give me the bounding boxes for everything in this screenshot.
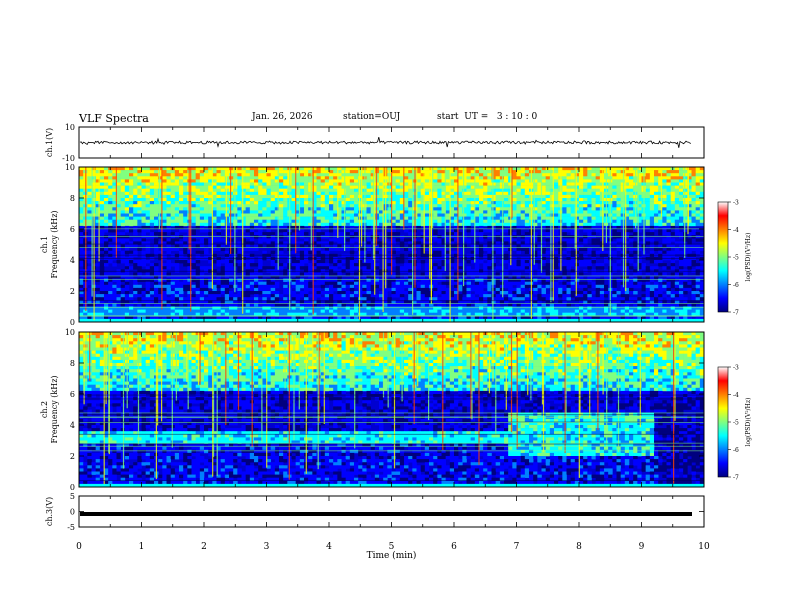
ch2-spectrogram-colorbar-tick: -7 bbox=[733, 475, 739, 482]
figure-title: VLF Spectra bbox=[79, 112, 149, 125]
xtick-label: 0 bbox=[76, 542, 82, 552]
xtick-label: 8 bbox=[576, 542, 582, 552]
ch3-waveform-ytick-label: -5 bbox=[67, 523, 75, 532]
xtick-label: 9 bbox=[639, 542, 645, 552]
ch2-spectrogram-ytick-label: 8 bbox=[70, 359, 75, 368]
xtick-label: 1 bbox=[139, 542, 145, 552]
ch1-spectrogram-ytick-label: 2 bbox=[70, 287, 75, 296]
ch2-spectrogram-ylabel: ch.2 bbox=[40, 401, 49, 418]
ch1-spectrogram-ylabel: ch.1 bbox=[40, 236, 49, 253]
ch2-spectrogram-colorbar-tick: -6 bbox=[733, 447, 739, 454]
ch3-waveform-ytick-label: 5 bbox=[70, 492, 75, 501]
ch2-spectrogram-ylabel: Frequency (kHz) bbox=[50, 375, 59, 443]
ch3-waveform-ytick-label: 0 bbox=[70, 508, 75, 517]
ch1-waveform-trace bbox=[79, 137, 691, 148]
xtick-label: 4 bbox=[326, 542, 332, 552]
ch1-spectrogram-colorbar-tick: -6 bbox=[733, 282, 739, 289]
xtick-label: 3 bbox=[264, 542, 270, 552]
ch1-spectrogram-colorbar-tick: -5 bbox=[733, 255, 739, 262]
figure-start-time: start UT = 3 : 10 : 0 bbox=[437, 112, 538, 122]
ch1-spectrogram-ytick-label: 8 bbox=[70, 194, 75, 203]
ch1-waveform-ytick-label: 10 bbox=[65, 123, 75, 132]
ch2-spectrogram-ytick-label: 10 bbox=[65, 328, 75, 337]
ch2-spectrogram-ytick-label: 6 bbox=[70, 390, 75, 399]
xtick-label: 5 bbox=[389, 542, 395, 552]
xtick-label: 10 bbox=[698, 542, 710, 552]
ch2-spectrogram-colorbar-label: log(PSD)(V²/Hz) bbox=[745, 398, 752, 447]
ch2-spectrogram-colorbar bbox=[717, 366, 729, 478]
ch2-spectrogram-image bbox=[79, 332, 705, 488]
ch1-spectrogram-ytick-label: 6 bbox=[70, 225, 75, 234]
xaxis-label: Time (min) bbox=[367, 550, 417, 561]
xtick-label: 6 bbox=[451, 542, 457, 552]
ch1-spectrogram-colorbar-tick: -4 bbox=[733, 227, 739, 234]
figure-station: station=OUJ bbox=[343, 112, 401, 122]
ch1-spectrogram-colorbar bbox=[717, 201, 729, 313]
ch2-spectrogram-colorbar-tick: -5 bbox=[733, 420, 739, 427]
ch2-spectrogram-colorbar-tick: -3 bbox=[733, 365, 739, 372]
xtick-label: 2 bbox=[201, 542, 207, 552]
ch2-spectrogram-ytick-label: 4 bbox=[70, 421, 75, 430]
ch1-spectrogram-image bbox=[79, 167, 705, 323]
ch1-waveform-ylabel: ch.1(V) bbox=[45, 128, 54, 157]
ch1-spectrogram-colorbar-tick: -3 bbox=[733, 200, 739, 207]
figure-date: Jan. 26, 2026 bbox=[252, 112, 313, 122]
ch2-spectrogram-ytick-label: 0 bbox=[70, 483, 75, 492]
ch1-spectrogram-colorbar-label: log(PSD)(V²/Hz) bbox=[745, 233, 752, 282]
ch1-spectrogram-ylabel: Frequency (kHz) bbox=[50, 210, 59, 278]
ch3-waveform-ylabel: ch.3(V) bbox=[45, 497, 54, 526]
ch1-spectrogram-ytick-label: 4 bbox=[70, 256, 75, 265]
ch1-spectrogram-ytick-label: 0 bbox=[70, 318, 75, 327]
ch2-spectrogram-colorbar-tick: -4 bbox=[733, 392, 739, 399]
ch2-spectrogram-ytick-label: 2 bbox=[70, 452, 75, 461]
ch1-spectrogram-colorbar-tick: -7 bbox=[733, 310, 739, 317]
ch1-spectrogram-ytick-label: 10 bbox=[65, 163, 75, 172]
xtick-label: 7 bbox=[514, 542, 520, 552]
ch1-waveform-ytick-label: -10 bbox=[62, 154, 75, 163]
